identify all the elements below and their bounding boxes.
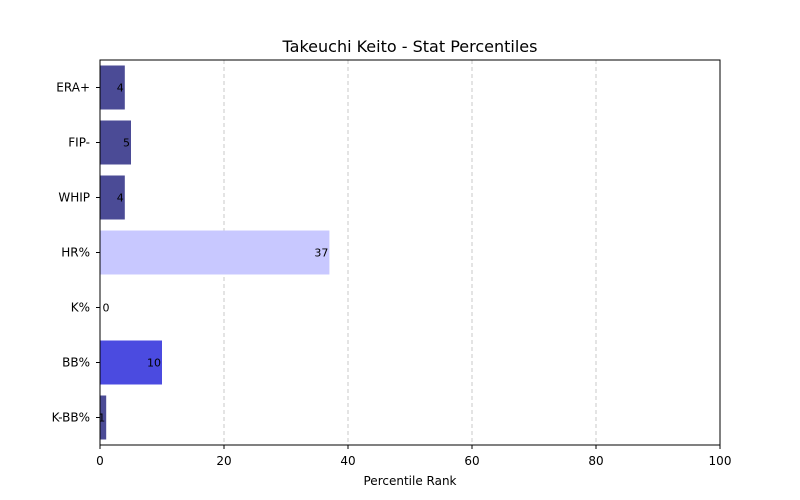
bars bbox=[100, 65, 330, 440]
x-axis-label: Percentile Rank bbox=[364, 474, 457, 488]
bar-value-label: 0 bbox=[103, 302, 110, 315]
bar-value-label: 37 bbox=[314, 247, 328, 260]
y-tick-label: BB% bbox=[62, 356, 90, 370]
x-tick-label: 40 bbox=[340, 454, 355, 468]
bar-value-label: 4 bbox=[117, 192, 124, 205]
bar-value-label: 1 bbox=[98, 412, 105, 425]
y-tick-label: FIP- bbox=[68, 136, 90, 150]
bar-era- bbox=[100, 65, 125, 110]
bar-fip- bbox=[100, 120, 131, 165]
bar-whip bbox=[100, 175, 125, 220]
bar-k-bb- bbox=[100, 395, 107, 440]
x-tick-label: 60 bbox=[464, 454, 479, 468]
bar-hr- bbox=[100, 230, 330, 275]
chart-title: Takeuchi Keito - Stat Percentiles bbox=[282, 37, 538, 56]
y-tick-label: ERA+ bbox=[56, 81, 90, 95]
y-tick-label: WHIP bbox=[58, 191, 90, 205]
bar-value-label: 4 bbox=[117, 82, 124, 95]
bar-value-label: 10 bbox=[147, 357, 161, 370]
y-axis-ticks: ERA+ FIP- WHIP HR% K% BB% K-BB% bbox=[52, 81, 100, 425]
x-tick-label: 20 bbox=[216, 454, 231, 468]
x-tick-label: 100 bbox=[709, 454, 732, 468]
x-axis-ticks: 0 20 40 60 80 100 bbox=[96, 445, 731, 468]
x-tick-label: 0 bbox=[96, 454, 104, 468]
y-tick-label: K-BB% bbox=[52, 411, 90, 425]
x-tick-label: 80 bbox=[588, 454, 603, 468]
bar-bb- bbox=[100, 340, 162, 385]
bar-value-label: 5 bbox=[123, 137, 130, 150]
y-tick-label: K% bbox=[71, 301, 90, 315]
y-tick-label: HR% bbox=[61, 246, 90, 260]
data-labels: 4 5 4 37 0 10 1 bbox=[98, 82, 328, 425]
